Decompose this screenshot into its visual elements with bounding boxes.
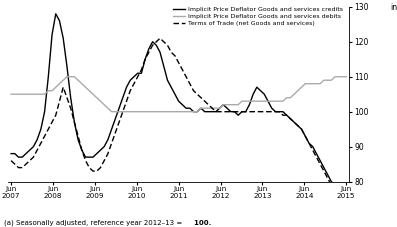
Implicit Price Deflator Goods and services debits bbox=[109, 110, 114, 113]
Implicit Price Deflator Goods and services debits bbox=[340, 75, 345, 78]
Y-axis label: index: index bbox=[390, 3, 397, 12]
Implicit Price Deflator Goods and services debits bbox=[344, 75, 349, 78]
Implicit Price Deflator Goods and services credits bbox=[91, 156, 95, 158]
Implicit Price Deflator Goods and services debits bbox=[210, 107, 214, 110]
Implicit Price Deflator Goods and services debits bbox=[50, 89, 54, 92]
Terms of Trade (net Goods and services) bbox=[295, 124, 300, 127]
Terms of Trade (net Goods and services) bbox=[340, 201, 345, 204]
Text: 100.: 100. bbox=[4, 220, 212, 226]
Line: Implicit Price Deflator Goods and services debits: Implicit Price Deflator Goods and servic… bbox=[11, 77, 346, 112]
Implicit Price Deflator Goods and services credits bbox=[53, 12, 58, 15]
Implicit Price Deflator Goods and services credits bbox=[98, 149, 103, 151]
Terms of Trade (net Goods and services) bbox=[158, 37, 162, 40]
Terms of Trade (net Goods and services) bbox=[344, 194, 349, 197]
Implicit Price Deflator Goods and services credits bbox=[340, 191, 345, 193]
Implicit Price Deflator Goods and services credits bbox=[344, 194, 349, 197]
Terms of Trade (net Goods and services) bbox=[87, 166, 92, 169]
Implicit Price Deflator Goods and services credits bbox=[336, 187, 341, 190]
Implicit Price Deflator Goods and services credits bbox=[50, 33, 54, 36]
Implicit Price Deflator Goods and services credits bbox=[9, 152, 13, 155]
Terms of Trade (net Goods and services) bbox=[206, 103, 211, 106]
Text: (a) Seasonally adjusted, reference year 2012–13 =: (a) Seasonally adjusted, reference year … bbox=[4, 219, 185, 226]
Terms of Trade (net Goods and services) bbox=[50, 121, 54, 123]
Terms of Trade (net Goods and services) bbox=[336, 198, 341, 200]
Implicit Price Deflator Goods and services credits bbox=[295, 124, 300, 127]
Implicit Price Deflator Goods and services debits bbox=[299, 86, 304, 89]
Line: Terms of Trade (net Goods and services): Terms of Trade (net Goods and services) bbox=[11, 38, 346, 202]
Terms of Trade (net Goods and services) bbox=[94, 170, 99, 173]
Legend: Implicit Price Deflator Goods and services credits, Implicit Price Deflator Good: Implicit Price Deflator Goods and servic… bbox=[173, 7, 343, 26]
Implicit Price Deflator Goods and services debits bbox=[65, 75, 69, 78]
Line: Implicit Price Deflator Goods and services credits: Implicit Price Deflator Goods and servic… bbox=[11, 14, 346, 196]
Terms of Trade (net Goods and services) bbox=[9, 159, 13, 162]
Implicit Price Deflator Goods and services debits bbox=[98, 100, 103, 103]
Implicit Price Deflator Goods and services debits bbox=[91, 93, 95, 96]
Implicit Price Deflator Goods and services debits bbox=[9, 93, 13, 96]
